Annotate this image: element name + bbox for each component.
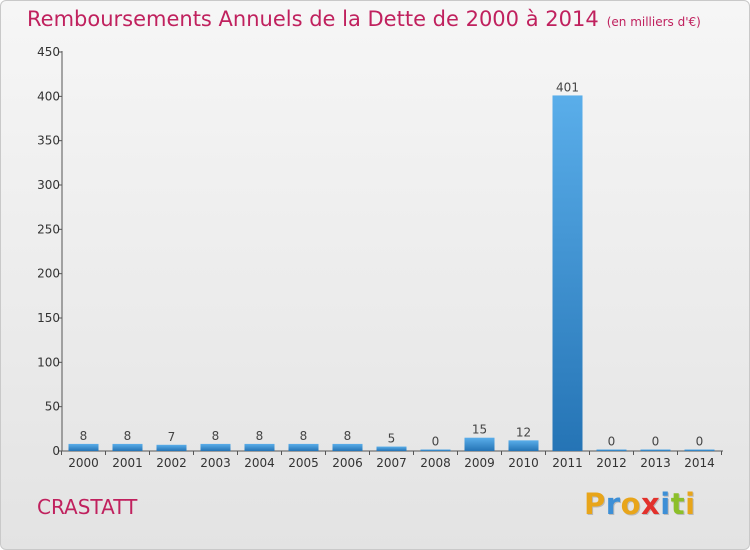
data-label: 15 (472, 423, 487, 437)
bar-2004 (244, 443, 275, 451)
bar-2002 (156, 444, 187, 451)
data-label: 8 (124, 429, 132, 443)
data-label: 7 (168, 430, 176, 444)
x-tick-label: 2008 (420, 456, 451, 470)
x-tick-label: 2004 (244, 456, 275, 470)
y-tick-label: 150 (37, 311, 60, 325)
y-tick-label: 100 (37, 355, 60, 369)
y-tick-label: 350 (37, 134, 60, 148)
x-tick-label: 2014 (684, 456, 715, 470)
bar-2012 (596, 449, 627, 451)
x-tick-label: 2002 (156, 456, 187, 470)
data-label: 8 (300, 429, 308, 443)
y-tick-label: 450 (37, 45, 60, 59)
commune-name: CRASTATT (37, 495, 138, 519)
bars (68, 95, 715, 452)
logo-letter: i (660, 487, 671, 521)
logo-letter: i (685, 487, 696, 521)
data-label: 0 (432, 435, 440, 449)
x-tick-label: 2007 (376, 456, 407, 470)
data-labels: 8 8 7 8 8 8 8 5 0 15 12 401 0 0 0 (80, 80, 704, 448)
data-label: 0 (696, 435, 704, 449)
data-label: 8 (80, 429, 88, 443)
data-label: 0 (608, 435, 616, 449)
data-label: 8 (344, 429, 352, 443)
bar-2001 (112, 443, 143, 451)
x-tick-label: 2000 (68, 456, 99, 470)
bar-2014 (684, 449, 715, 451)
data-label: 12 (516, 425, 531, 439)
data-label: 0 (652, 435, 660, 449)
logo-letter: o (620, 487, 642, 521)
x-tick-label: 2003 (200, 456, 231, 470)
bar-2011 (552, 95, 583, 452)
chart-title: Remboursements Annuels de la Dette de 20… (27, 7, 701, 31)
x-tick-label: 2009 (464, 456, 495, 470)
y-axis: 0 50 100 150 200 250 300 350 400 450 (37, 45, 63, 458)
x-tick-label: 2010 (508, 456, 539, 470)
x-tick-label: 2006 (332, 456, 363, 470)
logo-letter: t (670, 487, 686, 521)
x-tick-label: 2013 (640, 456, 671, 470)
logo-letter: x (641, 487, 661, 521)
y-tick-label: 200 (37, 267, 60, 281)
proxiti-logo: Proxiti (584, 487, 696, 521)
x-tick-label: 2005 (288, 456, 319, 470)
data-label: 8 (256, 429, 264, 443)
bar-2007 (376, 446, 407, 451)
bar-2005 (288, 443, 319, 451)
y-tick-label: 0 (52, 444, 60, 458)
bar-2006 (332, 443, 363, 451)
chart-unit: (en milliers d'€) (606, 15, 701, 29)
logo-letter: r (605, 487, 621, 521)
data-label: 8 (212, 429, 220, 443)
y-tick-label: 300 (37, 178, 60, 192)
bar-2010 (508, 440, 539, 451)
x-tick-label: 2011 (552, 456, 583, 470)
data-label: 401 (556, 80, 579, 94)
chart-title-text: Remboursements Annuels de la Dette de 20… (27, 7, 599, 31)
y-tick-label: 50 (45, 400, 60, 414)
x-axis: 2000 2001 2002 2003 2004 2005 2006 2007 2008 2009… (61, 450, 723, 470)
y-tick-label: 400 (37, 89, 60, 103)
bar-2008 (420, 449, 451, 451)
x-tick-label: 2001 (112, 456, 143, 470)
x-tick-label: 2012 (596, 456, 627, 470)
y-tick-label: 250 (37, 222, 60, 236)
logo-letter: P (584, 487, 606, 521)
bar-2009 (464, 437, 495, 451)
bar-2000 (68, 443, 99, 451)
data-label: 5 (388, 432, 396, 446)
bar-2013 (640, 449, 671, 451)
bar-2003 (200, 443, 231, 451)
